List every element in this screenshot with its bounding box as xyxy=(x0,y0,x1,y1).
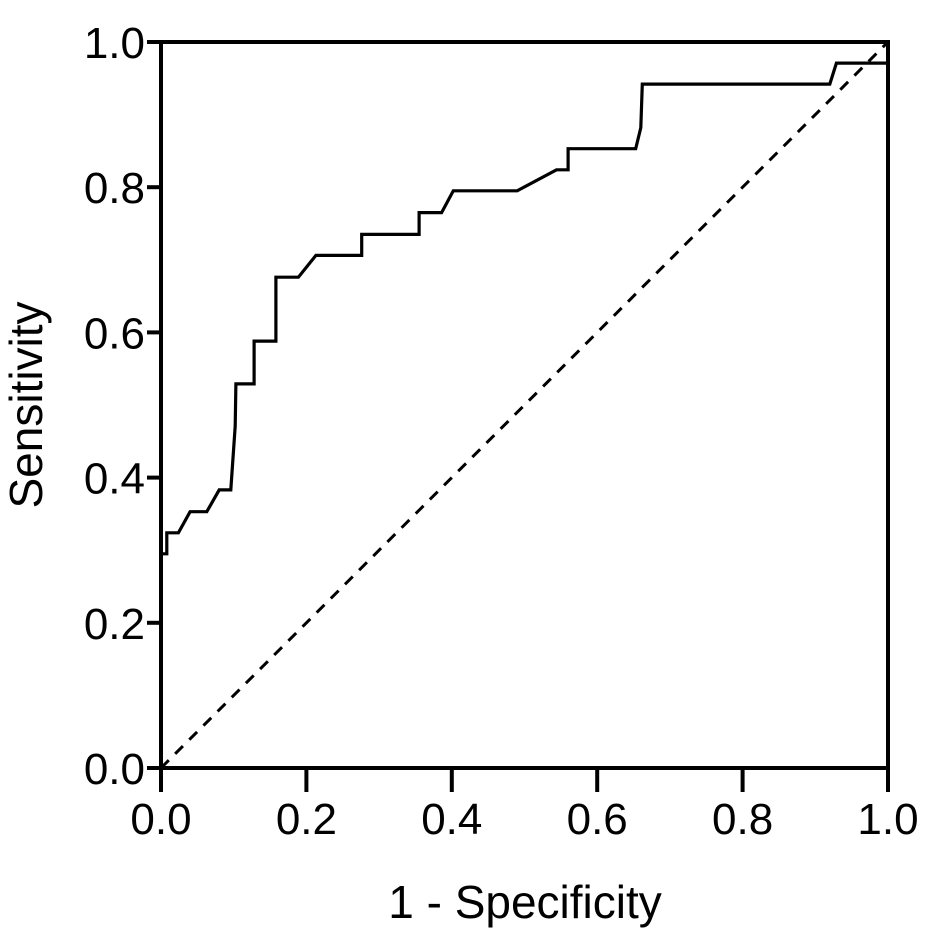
y-axis-ticks: 0.0 0.2 0.4 0.6 0.8 1.0 xyxy=(84,19,161,794)
y-tick-label: 1.0 xyxy=(84,19,145,68)
roc-curve-line xyxy=(159,61,888,768)
y-tick-label: 0.8 xyxy=(84,164,145,213)
x-axis-ticks: 0.0 0.2 0.4 0.6 0.8 1.0 xyxy=(130,768,919,844)
x-axis-title: 1 - Specificity xyxy=(388,876,662,928)
x-tick-label: 0.8 xyxy=(712,795,773,844)
x-tick-label: 0.6 xyxy=(567,795,628,844)
y-tick-label: 0.0 xyxy=(84,745,145,794)
x-tick-label: 0.2 xyxy=(276,795,337,844)
plot-frame xyxy=(159,40,890,770)
y-tick-label: 0.6 xyxy=(84,309,145,358)
y-tick-label: 0.4 xyxy=(84,455,145,504)
y-axis-title: Sensitivity xyxy=(0,301,52,508)
x-tick-label: 1.0 xyxy=(857,795,918,844)
x-tick-label: 0.0 xyxy=(130,795,191,844)
y-tick-label: 0.2 xyxy=(84,600,145,649)
plot-area xyxy=(159,40,890,770)
x-tick-label: 0.4 xyxy=(421,795,482,844)
